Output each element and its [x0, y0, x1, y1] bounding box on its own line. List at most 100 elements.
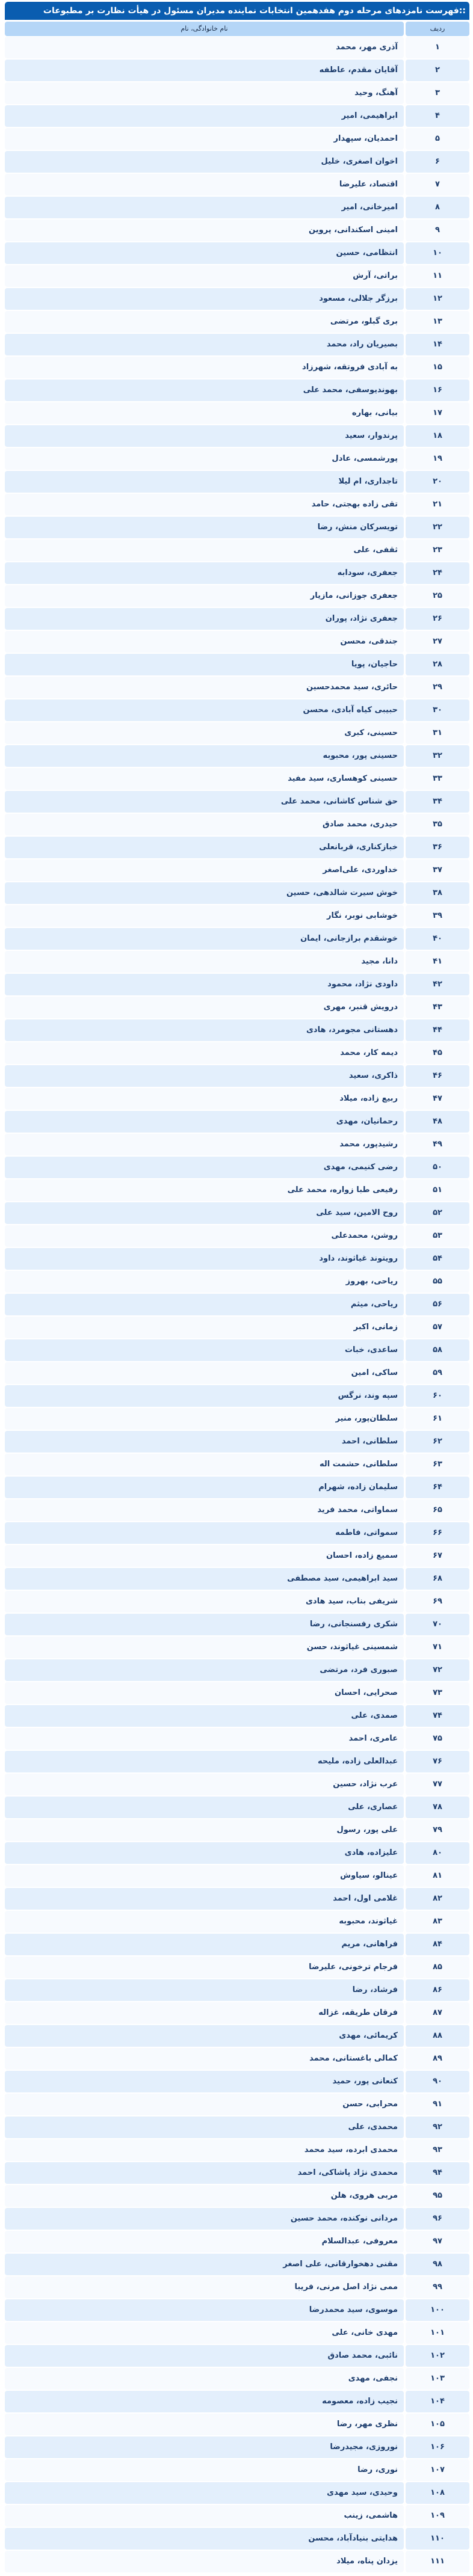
table-row: ۲۹ حائری، سید محمدحسین [5, 677, 469, 698]
candidate-name: تویسرکان منش، رضا [5, 517, 404, 538]
row-number: ۶۰ [406, 1385, 469, 1407]
table-row: ۱۳ بری گبلو، مرتضی [5, 311, 469, 333]
table-row: ۱ آذری مهر، محمد [5, 37, 469, 58]
row-number: ۳۸ [406, 882, 469, 904]
table-row: ۱۰۸ وحیدی، سید مهدی [5, 2482, 469, 2504]
table-row: ۷۰ شکری رفسنجانی، رضا [5, 1614, 469, 1635]
row-number: ۵۵ [406, 1271, 469, 1293]
row-number: ۸ [406, 197, 469, 218]
table-row: ۴ ابراهیمی، امیر [5, 105, 469, 127]
table-row: ۸۱ عینالو، سیاوش [5, 1865, 469, 1887]
row-number: ۸۳ [406, 1911, 469, 1932]
row-number: ۲ [406, 60, 469, 81]
row-number: ۸۰ [406, 1842, 469, 1864]
candidate-name: هاشمی، زینب [5, 2505, 404, 2527]
row-number: ۶۴ [406, 1477, 469, 1498]
candidate-name: سلیمان زاده، شهرام [5, 1477, 404, 1498]
candidate-name: حسینی، کبری [5, 722, 404, 744]
row-number: ۱۰۵ [406, 2414, 469, 2435]
row-number: ۹۹ [406, 2276, 469, 2298]
candidate-name: مردانی نوکنده، محمد حسین [5, 2208, 404, 2230]
table-row: ۵ احمدیان، سپهدار [5, 128, 469, 150]
candidate-name: پرندوار، سعید [5, 425, 404, 447]
table-row: ۸۶ فرشاد، رضا [5, 1979, 469, 2001]
row-number: ۱۰۴ [406, 2391, 469, 2412]
table-row: ۳۲ حسینی پور، محبوبه [5, 745, 469, 767]
candidate-name: انتظامی، حسین [5, 242, 404, 264]
table-row: ۳۸ خوش سیرت شالدهی، حسین [5, 882, 469, 904]
table-row: ۳۶ خبازکناری، قربانعلی [5, 837, 469, 858]
row-number: ۸۵ [406, 1957, 469, 1978]
table-row: ۶۱ سلطان‌پور، منیر [5, 1408, 469, 1430]
candidate-name: فرشاد، رضا [5, 1979, 404, 2001]
table-row: ۹ امینی اسکندانی، پروین [5, 220, 469, 241]
table-row: ۷۱ شمسینی غیاثوند، حسن [5, 1637, 469, 1658]
candidate-name: بیانی، بهاره [5, 402, 404, 424]
candidate-name: دیمه کار، محمد [5, 1042, 404, 1064]
candidate-name: کریمائی، مهدی [5, 2025, 404, 2047]
candidate-name: غلامی اول، احمد [5, 1888, 404, 1910]
table-row: ۱۹ پورشمسی، عادل [5, 448, 469, 470]
candidate-name: آذری مهر، محمد [5, 37, 404, 58]
candidate-name: فراهانی، مریم [5, 1934, 404, 1955]
table-row: ۶۳ سلطانی، حشمت اله [5, 1454, 469, 1475]
candidate-name: عامری، احمد [5, 1728, 404, 1750]
row-number: ۹۰ [406, 2071, 469, 2092]
table-row: ۱۱ براتی، آرش [5, 265, 469, 287]
candidate-name: ذاکری، سعید [5, 1065, 404, 1087]
column-header-name: نام خانوادگی، نام [5, 22, 404, 36]
table-row: ۷۳ صحرایی، احسان [5, 1682, 469, 1704]
candidate-name: خبازکناری، قربانعلی [5, 837, 404, 858]
row-number: ۷۰ [406, 1614, 469, 1635]
table-row: ۳۵ حیدری، محمد صادق [5, 814, 469, 835]
row-number: ۴۸ [406, 1111, 469, 1133]
candidate-name: خوش سیرت شالدهی، حسین [5, 882, 404, 904]
table-row: ۶۹ شریفی بناب، سید هادی [5, 1591, 469, 1612]
candidate-name: ساکی، امین [5, 1362, 404, 1384]
candidate-name: جعفری، سودابه [5, 562, 404, 584]
candidate-name: رفیعی طبا زواره، محمد علی [5, 1179, 404, 1201]
candidate-name: کمالی باغستانی، محمد [5, 2048, 404, 2070]
row-number: ۱۹ [406, 448, 469, 470]
row-number: ۱۰۲ [406, 2345, 469, 2367]
candidate-name: حسینی پور، محبوبه [5, 745, 404, 767]
candidate-name: شریفی بناب، سید هادی [5, 1591, 404, 1612]
table-row: ۶۰ سپه وند، نرگس [5, 1385, 469, 1407]
candidate-name: داودی نژاد، محمود [5, 974, 404, 995]
candidate-name: حاجیان، پویا [5, 654, 404, 675]
table-row: ۲۳ ثقفی، علی [5, 539, 469, 561]
candidate-name: سپه وند، نرگس [5, 1385, 404, 1407]
row-number: ۹۷ [406, 2231, 469, 2252]
row-number: ۷۲ [406, 1659, 469, 1681]
table-row: ۴۰ خوشقدم برازجانی، ایمان [5, 928, 469, 950]
row-number: ۱۰ [406, 242, 469, 264]
candidate-name: علی پور، رسول [5, 1819, 404, 1841]
candidate-name: وحیدی، سید مهدی [5, 2482, 404, 2504]
candidate-name: سلطانی، احمد [5, 1431, 404, 1452]
table-row: ۴۷ ربیع زاده، میلاد [5, 1088, 469, 1110]
row-number: ۱۱۰ [406, 2528, 469, 2550]
candidate-name: نوروزی، مجیدرضا [5, 2436, 404, 2458]
table-row: ۹۴ محمدی نژاد پاشاکی، احمد [5, 2162, 469, 2184]
candidate-name: برزگر جلالی، مسعود [5, 288, 404, 310]
table-row: ۱۲ برزگر جلالی، مسعود [5, 288, 469, 310]
candidate-name: هدایتی بنیادآباد، محسن [5, 2528, 404, 2550]
table-row: ۸۲ غلامی اول، احمد [5, 1888, 469, 1910]
row-number: ۴۵ [406, 1042, 469, 1064]
table-row: ۱۴ بصیریان راد، محمد [5, 334, 469, 355]
row-number: ۵۴ [406, 1248, 469, 1270]
table-row: ۴۹ رشیدپور، محمد [5, 1134, 469, 1155]
candidate-name: تاجداری، ام لیلا [5, 471, 404, 493]
row-number: ۶۶ [406, 1522, 469, 1544]
table-row: ۲ آقایان مقدم، عاطفه [5, 60, 469, 81]
table-row: ۵۸ ساعدی، خبات [5, 1339, 469, 1361]
table-row: ۲۲ تویسرکان منش، رضا [5, 517, 469, 538]
table-row: ۶۸ سید ابراهیمی، سید مصطفی [5, 1568, 469, 1590]
table-row: ۱۵ به آبادی فروتقه، شهرزاد [5, 357, 469, 378]
table-row: ۷۸ عصاری، علی [5, 1797, 469, 1818]
candidate-name: رضی کنیمی، مهدی [5, 1157, 404, 1178]
table-row: ۳۹ خوشابی نوبر، نگار [5, 905, 469, 927]
column-header-number: ردیف [406, 22, 469, 36]
row-number: ۷۸ [406, 1797, 469, 1818]
row-number: ۶۱ [406, 1408, 469, 1430]
